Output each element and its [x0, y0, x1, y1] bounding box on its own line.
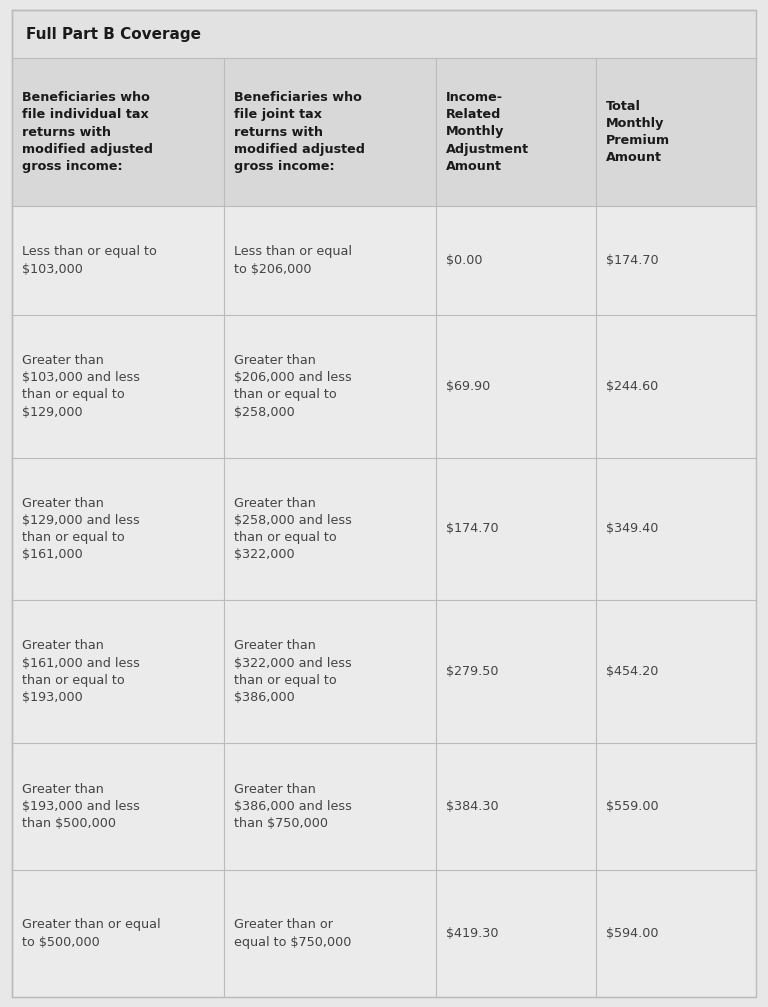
Bar — [224, 315, 436, 457]
Text: Full Part B Coverage: Full Part B Coverage — [26, 26, 201, 41]
Bar — [224, 600, 436, 743]
Text: Total
Monthly
Premium
Amount: Total Monthly Premium Amount — [606, 100, 670, 164]
Text: Beneficiaries who
file joint tax
returns with
modified adjusted
gross income:: Beneficiaries who file joint tax returns… — [234, 91, 365, 173]
Bar — [12, 10, 756, 58]
Text: $174.70: $174.70 — [446, 523, 498, 536]
Bar — [12, 206, 224, 315]
Text: Greater than
$322,000 and less
than or equal to
$386,000: Greater than $322,000 and less than or e… — [234, 639, 352, 704]
Bar — [436, 743, 596, 870]
Bar — [596, 600, 756, 743]
Text: $244.60: $244.60 — [606, 380, 658, 393]
Bar — [224, 457, 436, 600]
Bar — [596, 457, 756, 600]
Text: $384.30: $384.30 — [446, 800, 498, 813]
Text: Greater than or
equal to $750,000: Greater than or equal to $750,000 — [234, 918, 352, 949]
Bar — [596, 743, 756, 870]
Text: $349.40: $349.40 — [606, 523, 658, 536]
Text: $0.00: $0.00 — [446, 254, 482, 267]
Text: Beneficiaries who
file individual tax
returns with
modified adjusted
gross incom: Beneficiaries who file individual tax re… — [22, 91, 153, 173]
Bar — [436, 870, 596, 997]
Bar — [224, 870, 436, 997]
Bar — [436, 315, 596, 457]
Bar — [436, 206, 596, 315]
Bar — [224, 743, 436, 870]
Bar — [12, 870, 224, 997]
Bar — [596, 870, 756, 997]
Text: Greater than
$161,000 and less
than or equal to
$193,000: Greater than $161,000 and less than or e… — [22, 639, 140, 704]
Bar — [12, 58, 756, 206]
Text: Income-
Related
Monthly
Adjustment
Amount: Income- Related Monthly Adjustment Amoun… — [446, 91, 529, 173]
Bar — [12, 743, 224, 870]
Text: Greater than
$129,000 and less
than or equal to
$161,000: Greater than $129,000 and less than or e… — [22, 496, 140, 561]
Text: Less than or equal to
$103,000: Less than or equal to $103,000 — [22, 246, 157, 276]
Text: $69.90: $69.90 — [446, 380, 490, 393]
Text: $279.50: $279.50 — [446, 666, 498, 678]
Text: Greater than
$386,000 and less
than $750,000: Greater than $386,000 and less than $750… — [234, 782, 352, 830]
Bar — [224, 206, 436, 315]
Text: $559.00: $559.00 — [606, 800, 659, 813]
Text: Greater than
$258,000 and less
than or equal to
$322,000: Greater than $258,000 and less than or e… — [234, 496, 352, 561]
Text: $454.20: $454.20 — [606, 666, 658, 678]
Bar — [436, 457, 596, 600]
Text: $174.70: $174.70 — [606, 254, 659, 267]
Text: Greater than
$206,000 and less
than or equal to
$258,000: Greater than $206,000 and less than or e… — [234, 353, 352, 419]
Text: Less than or equal
to $206,000: Less than or equal to $206,000 — [234, 246, 352, 276]
Bar — [12, 10, 756, 997]
Bar — [596, 206, 756, 315]
Bar — [12, 315, 224, 457]
Bar — [596, 315, 756, 457]
Text: Greater than or equal
to $500,000: Greater than or equal to $500,000 — [22, 918, 161, 949]
Text: $594.00: $594.00 — [606, 927, 658, 940]
Text: Greater than
$193,000 and less
than $500,000: Greater than $193,000 and less than $500… — [22, 782, 140, 830]
Text: $419.30: $419.30 — [446, 927, 498, 940]
Text: Greater than
$103,000 and less
than or equal to
$129,000: Greater than $103,000 and less than or e… — [22, 353, 140, 419]
Bar — [12, 600, 224, 743]
Bar — [436, 600, 596, 743]
Bar — [12, 457, 224, 600]
